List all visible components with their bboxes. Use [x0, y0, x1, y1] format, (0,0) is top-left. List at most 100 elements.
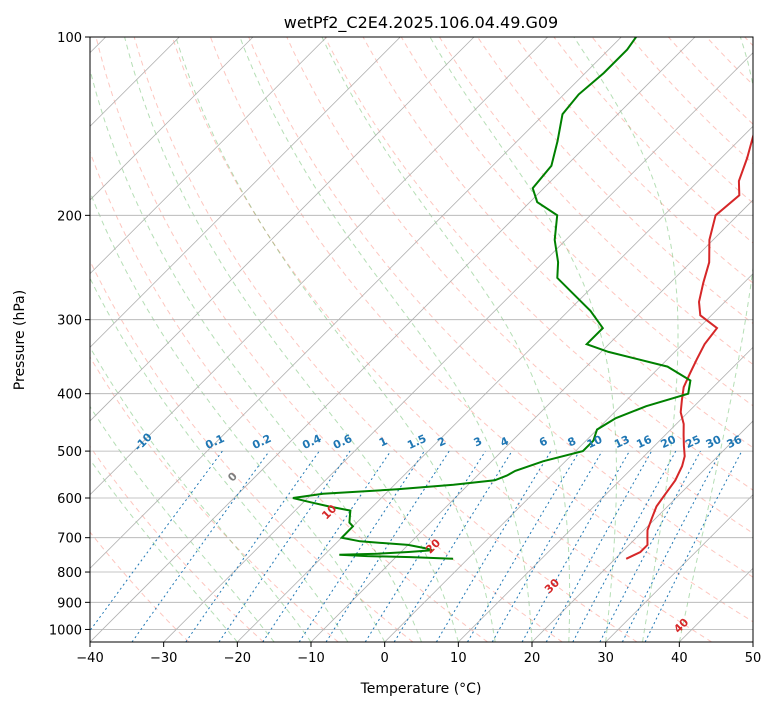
- x-axis-label: Temperature (°C): [360, 681, 482, 697]
- dry-adiabat-label: -10: [132, 430, 155, 453]
- dry-adiabat-line: [90, 259, 414, 642]
- dry-adiabat-line: [90, 531, 190, 642]
- dry-adiabat-line: [591, 37, 753, 204]
- dry-adiabat-line: [744, 37, 753, 47]
- mixing-ratio-line: [90, 450, 223, 632]
- dry-adiabat-line: [90, 356, 339, 642]
- mixing-ratio-label: 16: [634, 433, 654, 451]
- dry-adiabat-line: [95, 37, 563, 642]
- isotherm-line: [90, 37, 622, 569]
- mixing-ratio-line: [599, 450, 701, 642]
- x-tick-label: 0: [381, 651, 389, 666]
- y-tick-label: 800: [57, 566, 82, 581]
- y-tick-label: 500: [57, 445, 82, 460]
- dewpoint-profile-line: [292, 37, 692, 560]
- temperature-profile-line: [625, 132, 753, 560]
- mixing-ratio-line: [262, 450, 392, 642]
- mixing-ratio-label: 4: [498, 434, 511, 449]
- x-tick-label: −40: [76, 651, 103, 666]
- mixing-ratio-line: [467, 450, 580, 642]
- isotherm-line: [679, 567, 753, 642]
- mixing-ratio-label: 0.2: [250, 432, 273, 452]
- moist-adiabat-line: [90, 67, 422, 642]
- dry-adiabat-label: 30: [542, 576, 562, 596]
- x-tick-label: 50: [745, 651, 762, 666]
- mixing-ratio-label: 25: [683, 433, 702, 451]
- mixing-ratio-label: 1.5: [405, 432, 428, 452]
- isotherm-line: [310, 199, 753, 642]
- moist-adiabat-line: [573, 37, 679, 642]
- x-tick-label: −10: [297, 651, 324, 666]
- dry-adiabat-line: [90, 445, 264, 642]
- isotherm-line: [90, 37, 475, 422]
- dry-adiabat-label: 20: [423, 536, 443, 556]
- mixing-ratio-label: 36: [725, 433, 745, 451]
- mixing-ratio-line: [621, 450, 722, 642]
- dry-adiabat-line: [706, 37, 753, 86]
- isotherm-line: [90, 37, 254, 201]
- isotherm-line: [605, 494, 753, 642]
- moist-adiabat-line: [90, 458, 238, 642]
- sounding-profiles: [292, 37, 753, 560]
- dry-adiabat-line: [438, 37, 753, 366]
- dry-adiabat-line: [515, 37, 753, 284]
- mixing-ratio-label: 10: [585, 433, 605, 451]
- mixing-ratio-label: 6: [537, 434, 550, 449]
- mixing-ratio-line: [435, 450, 552, 642]
- mixing-ratio-label: 3: [472, 434, 484, 449]
- mixing-ratio-label: 0.6: [331, 432, 354, 452]
- moist-adiabat-line: [321, 37, 571, 642]
- y-tick-label: 900: [57, 596, 82, 611]
- mixing-ratio-line: [521, 450, 630, 642]
- isotherm-line: [163, 52, 753, 642]
- moist-adiabat-line: [429, 37, 617, 642]
- dry-adiabat-line: [90, 150, 488, 642]
- dry-adiabat-line: [171, 37, 712, 642]
- dry-adiabat-line: [400, 37, 753, 407]
- mixing-ratio-label: 1: [377, 434, 389, 449]
- mixing-ratio-label: 30: [704, 433, 724, 451]
- mixing-ratio-line: [325, 450, 450, 642]
- moist-adiabat-line: [175, 37, 496, 642]
- mixing-ratio-line: [491, 450, 603, 642]
- plot-background-lines: [90, 37, 753, 642]
- x-tick-label: −20: [224, 651, 251, 666]
- mixing-ratio-line: [298, 450, 425, 642]
- mixing-ratio-line: [364, 450, 486, 642]
- dry-adiabat-line: [248, 37, 753, 578]
- mixing-ratio-label: 8: [566, 434, 578, 449]
- mixing-ratio-line: [572, 450, 677, 642]
- y-tick-label: 1000: [49, 623, 82, 638]
- y-tick-label: 100: [57, 31, 82, 46]
- isotherm-line: [90, 37, 696, 642]
- x-tick-label: −30: [150, 651, 177, 666]
- x-tick-label: 20: [524, 651, 541, 666]
- mixing-ratio-line: [131, 450, 270, 642]
- y-tick-label: 300: [57, 314, 82, 329]
- y-tick-label: 600: [57, 492, 82, 507]
- dry-adiabat-line: [210, 37, 753, 623]
- mixing-ratio-line: [545, 450, 653, 642]
- isotherm-line: [237, 125, 753, 642]
- moist-adiabat-line: [90, 346, 312, 642]
- mixing-ratio-label: 13: [612, 433, 631, 451]
- moist-adiabat-line: [239, 37, 533, 642]
- mixing-ratio-label: 0.4: [300, 432, 323, 452]
- isotherm-line: [384, 273, 753, 642]
- isotherm-line: [90, 37, 401, 348]
- x-tick-label: 30: [597, 651, 614, 666]
- x-axis-ticks: −40 −30 −20 −10 0 10 20 30 40 50: [76, 642, 761, 666]
- y-tick-label: 200: [57, 209, 82, 224]
- isotherm-line: [90, 37, 327, 275]
- x-tick-label: 10: [450, 651, 467, 666]
- moist-adiabat-line: [90, 277, 349, 642]
- y-tick-label: 700: [57, 532, 82, 547]
- isotherm-line: [531, 420, 753, 642]
- mixing-ratio-line: [644, 450, 743, 642]
- x-tick-label: 40: [671, 651, 688, 666]
- isotherm-line: [752, 641, 753, 642]
- dry-adiabat-label: 0: [225, 470, 240, 485]
- moist-adiabat-line: [124, 37, 459, 642]
- isotherm-line: [458, 346, 753, 642]
